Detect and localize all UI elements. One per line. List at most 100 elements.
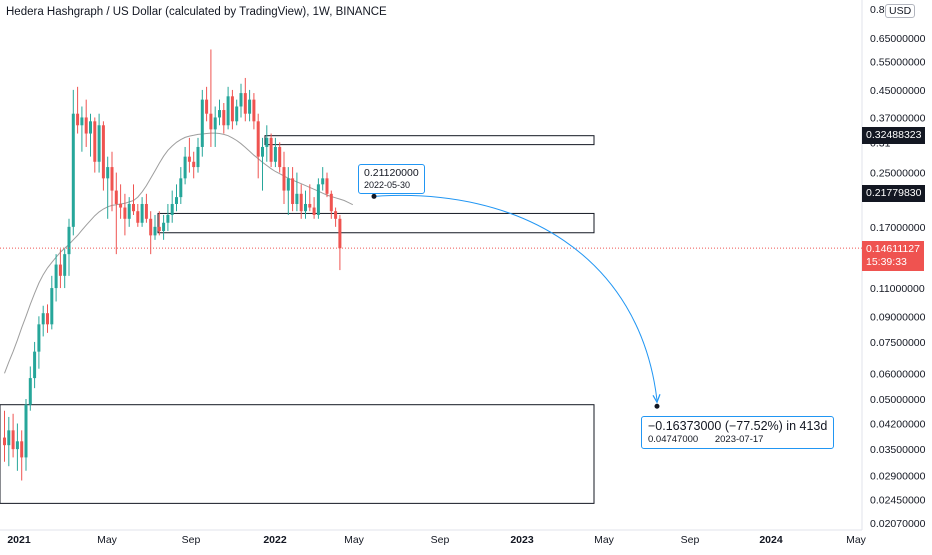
candle-body [299,193,303,212]
candle-body [243,93,247,114]
currency-button[interactable]: USD [885,4,916,18]
candle-body [144,203,148,219]
candle-body [209,113,213,130]
candle-body [41,313,45,325]
candle-body [84,117,88,134]
candle-body [261,146,264,157]
candle-body [321,178,325,185]
candle-body [179,178,183,198]
time-tick-label: 2023 [510,534,534,546]
time-tick-label: Sep [182,534,201,546]
candle-body [3,437,6,446]
price-tick-label: 0.65000000 [870,33,926,45]
projection-curve [373,194,658,401]
candle-body [20,441,24,458]
last-price-tag: 0.14611127 15:39:33 [862,241,924,271]
zone-box [264,135,595,146]
end-date: 2023-07-17 [714,434,764,445]
candle-body [334,211,338,219]
projection-start-label[interactable]: 0.21120000 2022-05-30 [358,164,425,194]
candles-layer [3,49,342,481]
price-tick-label: 0.02900000 [870,471,926,483]
zone-box [0,404,595,504]
candle-body [312,207,316,215]
price-tick-label: 0.04200000 [870,418,926,430]
change-summary: −0.16373000 (−77.52%) in 413d [648,419,828,433]
candle-body [123,207,127,219]
candle-body [170,203,174,215]
time-tick-label: May [344,534,365,546]
candle-body [278,146,282,168]
candle-body [286,178,290,191]
end-price: 0.04747000 [648,434,699,445]
candle-body [205,99,209,114]
candle-body [291,178,295,204]
candle-body [80,117,84,126]
candle-body [71,113,75,227]
candle-body [183,156,187,179]
projection-end-point [654,403,660,409]
time-tick-label: 2024 [759,534,783,546]
price-tick-label: 0.06000000 [870,368,926,380]
countdown-timer: 15:39:33 [866,256,907,268]
end-details: 0.04747000 2023-07-17 [648,434,827,446]
candle-body [265,137,269,147]
candle-body [33,351,37,379]
candle-body [89,121,92,134]
price-tick-label: 0.02070000 [870,518,926,530]
candle-body [24,404,28,458]
candle-body [256,121,260,157]
candle-body [226,96,230,126]
projection-result-label[interactable]: −0.16373000 (−77.52%) in 413d 0.04747000… [641,416,835,449]
time-tick-label: May [846,534,867,546]
candle-body [63,254,67,276]
candle-body [7,430,11,446]
candle-body [11,430,15,450]
candle-body [157,226,161,232]
candle-body [239,93,243,107]
candle-body [248,99,252,114]
start-price: 0.21120000 [364,167,419,179]
candle-body [76,113,80,126]
projection-start-point [371,193,377,199]
candle-body [114,190,118,204]
price-tick-label: 0.09000000 [870,311,926,323]
candle-body [162,222,166,232]
candle-body [269,137,273,162]
candle-body [132,203,135,212]
zone-top-price-tag: 0.32488323 [862,127,926,144]
candle-body [37,324,41,352]
projection-layer[interactable] [371,193,661,409]
candle-body [273,146,277,162]
candle-body [127,203,131,219]
price-tick-label: 0.11000000 [870,283,925,295]
candle-body [338,218,342,249]
time-axis[interactable]: 2021 May Sep 2022 May Sep 2023 May Sep 2024 May [7,534,866,546]
time-tick-label: May [594,534,615,546]
price-tick-label: 0.02450000 [870,494,926,506]
moving-average-line [4,132,354,374]
zone-box [157,212,595,234]
moving-average-layer [4,132,354,374]
time-tick-label: 2022 [263,534,287,546]
candle-body [119,203,123,208]
time-tick-label: 2021 [7,534,31,546]
price-tick-label: 0.03500000 [870,444,926,456]
price-tick-label: 0.37000000 [870,112,926,124]
candle-body [316,184,320,215]
candle-body [252,99,256,122]
candle-body [166,214,170,223]
chart-title: Hedera Hashgraph / US Dollar (calculated… [6,6,387,18]
time-tick-label: May [97,534,118,546]
candle-body [196,146,200,168]
price-tick-label: 0.45000000 [870,85,926,97]
candle-body [175,197,178,204]
candle-body [235,106,239,122]
candle-body [101,125,105,179]
candle-body [15,441,19,450]
projection-arrowhead [652,394,661,404]
candle-body [67,226,71,255]
price-tag-value: 0.32488323 [866,129,922,141]
